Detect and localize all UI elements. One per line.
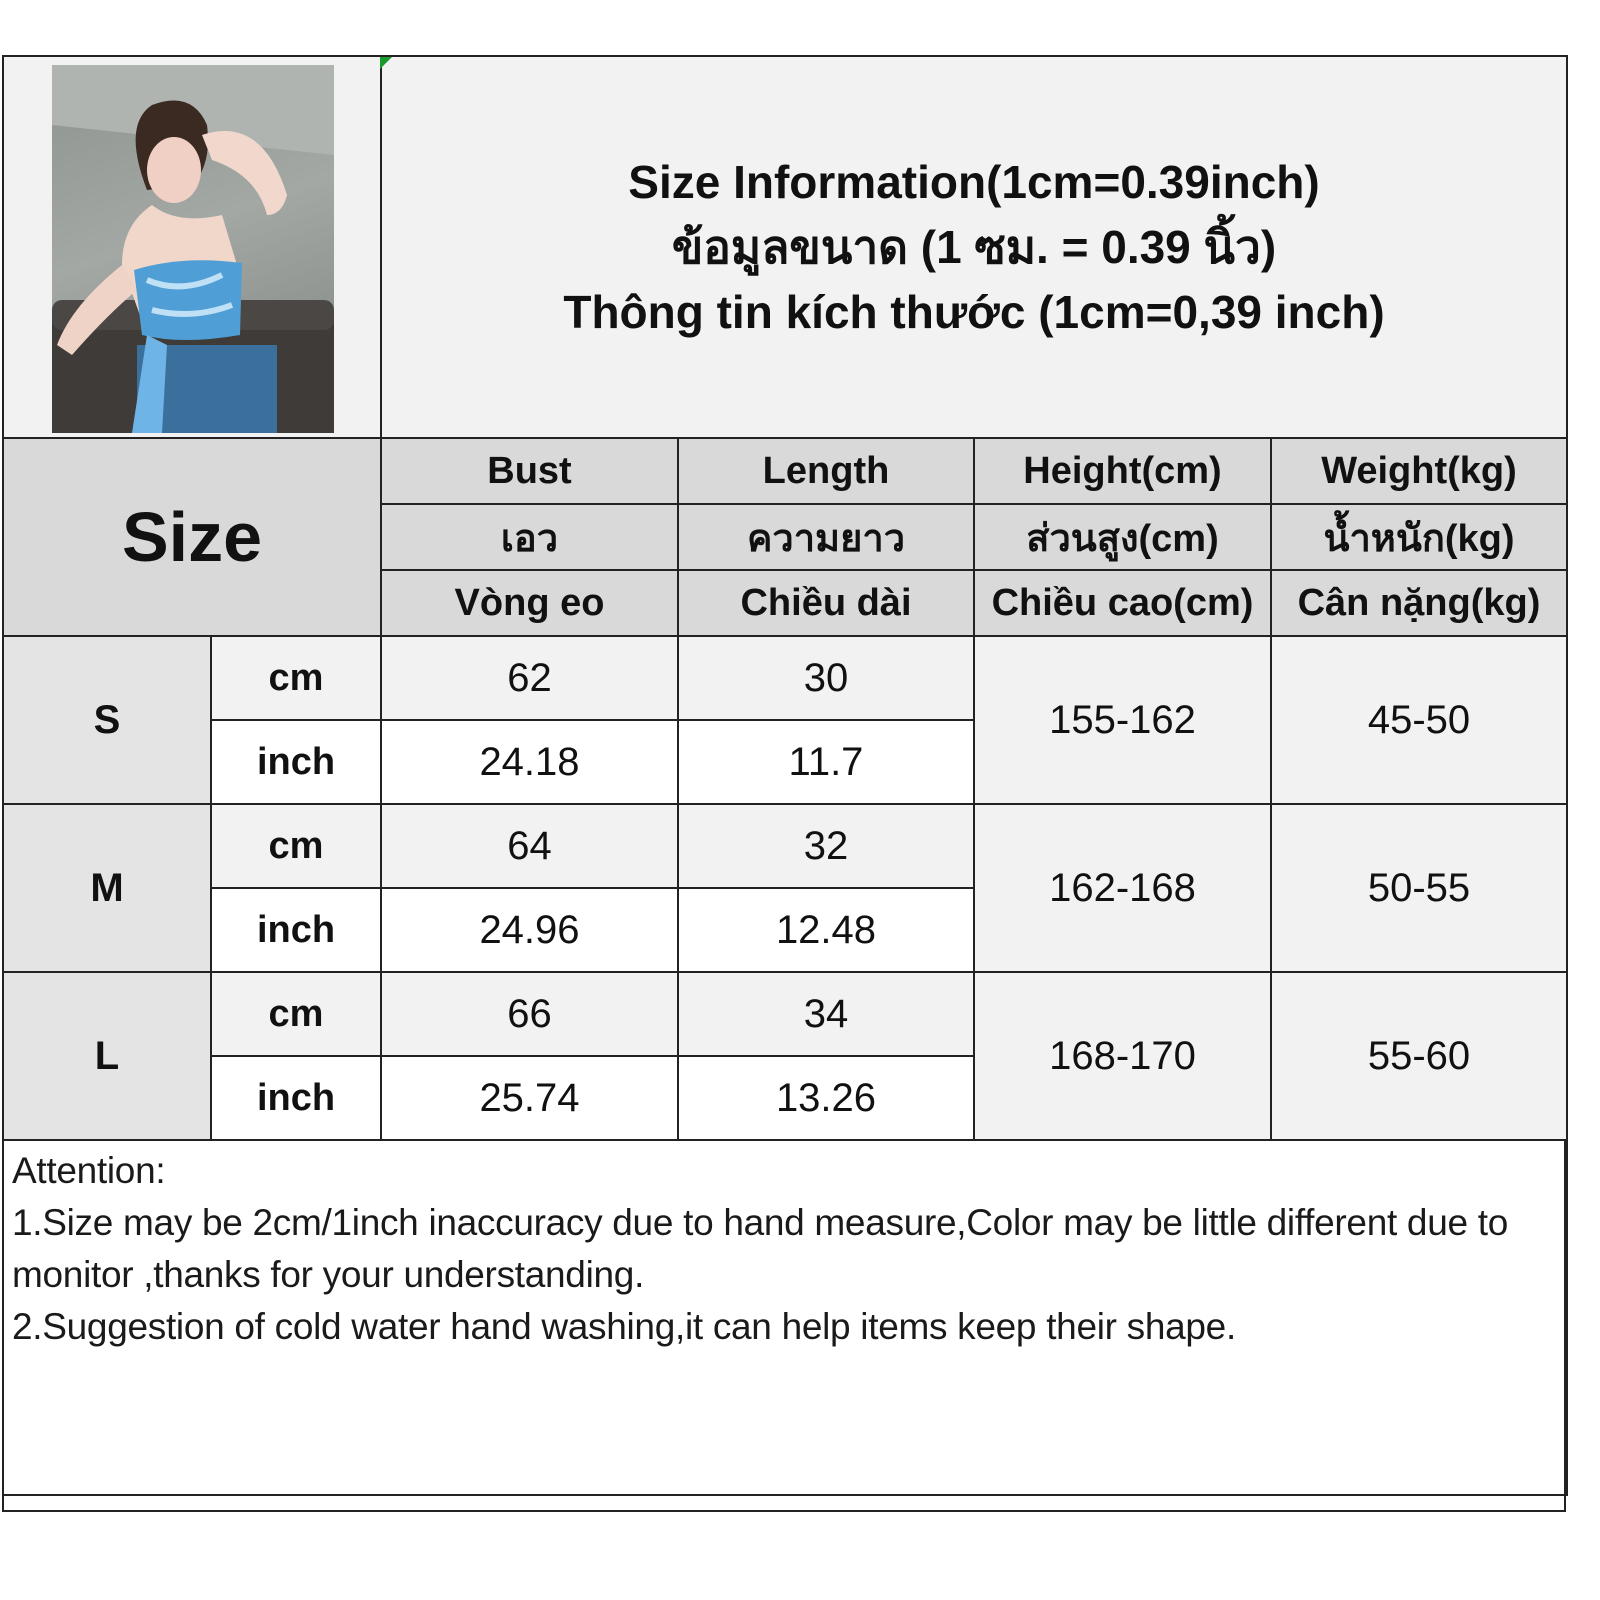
header-length-th: ความยาว (677, 503, 975, 571)
bust-cm: 64 (380, 803, 679, 889)
header-weight-vi: Cân nặng(kg) (1270, 569, 1568, 637)
unit-inch: inch (210, 1055, 382, 1141)
title-thai: ข้อมูลขนาด (1 ซม. = 0.39 นิ้ว) (671, 220, 1277, 273)
bust-inch: 24.96 (380, 887, 679, 973)
table-row: L cm 66 34 168-170 55-60 (2, 971, 1568, 1141)
header-height-th: ส่วนสูง(cm) (973, 503, 1272, 571)
unit-cm: cm (210, 635, 382, 721)
length-cm: 34 (677, 971, 975, 1057)
header-bust-th: เอว (380, 503, 679, 571)
table-row: inch 24.18 11.7 (3, 719, 1567, 805)
note-1: 1.Size may be 2cm/1inch inaccuracy due t… (12, 1202, 1509, 1295)
size-m: M (2, 803, 212, 973)
table-row: M cm 64 32 162-168 50-55 (2, 803, 1568, 973)
weight-range: 45-50 (1270, 635, 1568, 805)
weight-range: 55-60 (1270, 971, 1568, 1141)
height-range: 168-170 (973, 971, 1272, 1141)
table-row: inch 24.96 12.48 (3, 887, 1567, 973)
notes-heading: Attention: (12, 1150, 166, 1191)
note-2: 2.Suggestion of cold water hand washing,… (12, 1306, 1236, 1347)
size-information-title: Size Information(1cm=0.39inch) ข้อมูลขนา… (380, 55, 1568, 439)
header-height-en: Height(cm) (973, 437, 1272, 505)
weight-range: 50-55 (1270, 803, 1568, 973)
length-cm: 30 (677, 635, 975, 721)
unit-cm: cm (210, 803, 382, 889)
length-inch: 13.26 (677, 1055, 975, 1141)
header-length-vi: Chiều dài (677, 569, 975, 637)
header-bust-en: Bust (380, 437, 679, 505)
size-s: S (2, 635, 212, 805)
table-row: S cm 62 30 155-162 45-50 (2, 635, 1568, 805)
unit-cm: cm (210, 971, 382, 1057)
header-length-en: Length (677, 437, 975, 505)
size-l: L (2, 971, 212, 1141)
height-range: 162-168 (973, 803, 1272, 973)
height-range: 155-162 (973, 635, 1272, 805)
product-photo (52, 65, 334, 433)
bust-cm: 66 (380, 971, 679, 1057)
unit-inch: inch (210, 887, 382, 973)
bust-inch: 25.74 (380, 1055, 679, 1141)
header-weight-en: Weight(kg) (1270, 437, 1568, 505)
length-inch: 11.7 (677, 719, 975, 805)
title-english: Size Information(1cm=0.39inch) (628, 155, 1320, 208)
table-row: inch 25.74 13.26 (3, 1055, 1567, 1141)
title-vietnamese: Thông tin kích thước (1cm=0,39 inch) (563, 285, 1385, 338)
length-cm: 32 (677, 803, 975, 889)
unit-inch: inch (210, 719, 382, 805)
header-weight-th: น้ำหนัก(kg) (1270, 503, 1568, 571)
model-illustration (52, 65, 334, 433)
cell-marker-icon (380, 57, 392, 69)
attention-notes: Attention: 1.Size may be 2cm/1inch inacc… (2, 1139, 1568, 1496)
product-photo-cell (2, 55, 382, 439)
header-height-vi: Chiều cao(cm) (973, 569, 1272, 637)
bust-cm: 62 (380, 635, 679, 721)
bust-inch: 24.18 (380, 719, 679, 805)
size-header: Size (2, 437, 382, 637)
header-bust-vi: Vòng eo (380, 569, 679, 637)
length-inch: 12.48 (677, 887, 975, 973)
size-chart-table: Size Information(1cm=0.39inch) ข้อมูลขนา… (2, 55, 1568, 1496)
